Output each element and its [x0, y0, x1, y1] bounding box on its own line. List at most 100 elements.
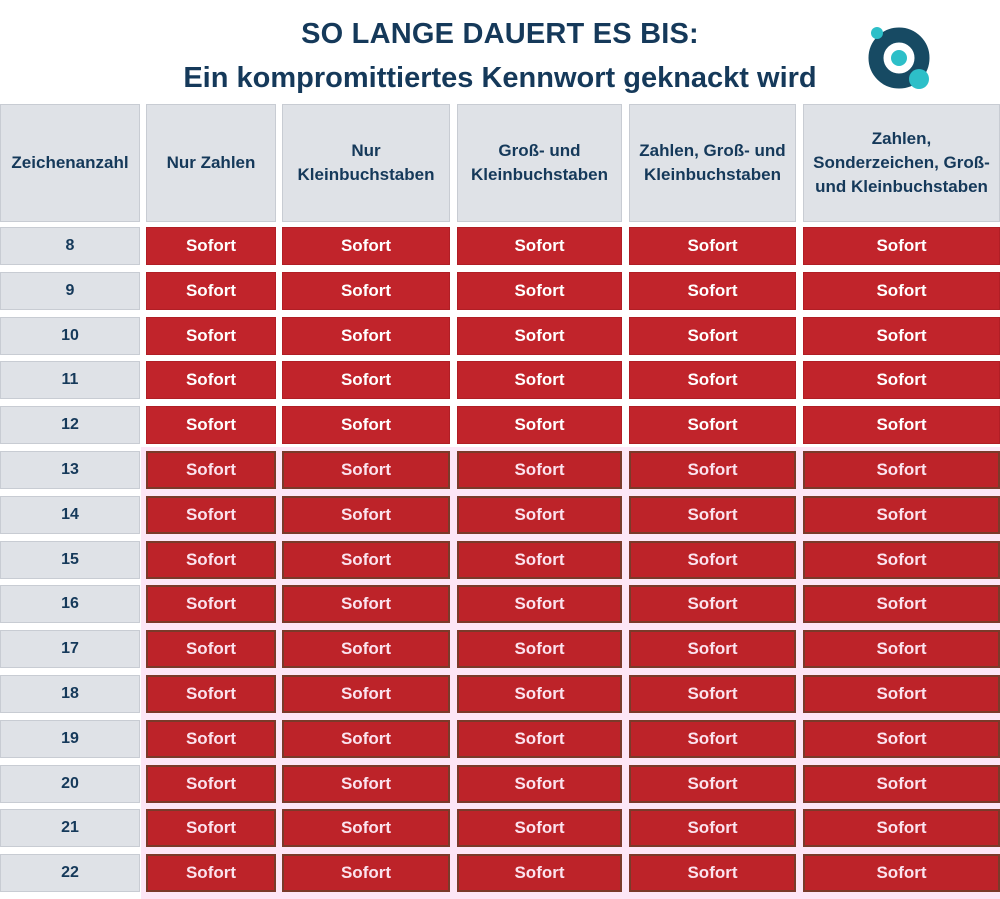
crack-time-cell: Sofort — [803, 585, 1000, 623]
crack-time-cell: Sofort — [282, 675, 450, 713]
header-nur-kleinbuchstaben: Nur Kleinbuchstaben — [282, 104, 450, 222]
crack-time-cell: Sofort — [803, 361, 1000, 399]
crack-time-cell: Sofort — [457, 272, 622, 310]
crack-time-cell: Sofort — [803, 317, 1000, 355]
crack-time-cell: Sofort — [457, 854, 622, 892]
row-label-char-count: 20 — [0, 765, 140, 803]
crack-time-cell: Sofort — [629, 585, 796, 623]
row-label-char-count: 10 — [0, 317, 140, 355]
row-label-char-count: 12 — [0, 406, 140, 444]
crack-time-cell: Sofort — [457, 675, 622, 713]
crack-time-cell: Sofort — [146, 361, 276, 399]
crack-time-cell: Sofort — [282, 496, 450, 534]
crack-time-cell: Sofort — [146, 496, 276, 534]
crack-time-cell: Sofort — [803, 675, 1000, 713]
header-nur-zahlen: Nur Zahlen — [146, 104, 276, 222]
crack-time-cell: Sofort — [457, 227, 622, 265]
crack-time-cell: Sofort — [282, 585, 450, 623]
crack-time-cell: Sofort — [282, 451, 450, 489]
crack-time-cell: Sofort — [629, 317, 796, 355]
circle-ring-logo-icon — [868, 27, 930, 89]
crack-time-cell: Sofort — [629, 496, 796, 534]
crack-time-cell: Sofort — [146, 406, 276, 444]
crack-time-cell: Sofort — [457, 406, 622, 444]
crack-time-cell: Sofort — [146, 630, 276, 668]
crack-time-cell: Sofort — [803, 541, 1000, 579]
crack-time-cell: Sofort — [629, 451, 796, 489]
crack-time-cell: Sofort — [146, 317, 276, 355]
crack-time-cell: Sofort — [803, 630, 1000, 668]
crack-time-cell: Sofort — [803, 765, 1000, 803]
crack-time-cell: Sofort — [803, 809, 1000, 847]
crack-time-cell: Sofort — [282, 541, 450, 579]
crack-time-cell: Sofort — [282, 406, 450, 444]
crack-time-cell: Sofort — [282, 809, 450, 847]
chart-title: SO LANGE DAUERT ES BIS: Ein kompromittie… — [0, 12, 1000, 100]
row-label-char-count: 17 — [0, 630, 140, 668]
crack-time-cell: Sofort — [457, 720, 622, 758]
crack-time-cell: Sofort — [457, 585, 622, 623]
crack-time-cell: Sofort — [146, 720, 276, 758]
crack-time-cell: Sofort — [282, 361, 450, 399]
row-label-char-count: 19 — [0, 720, 140, 758]
crack-time-cell: Sofort — [146, 765, 276, 803]
header-zahlen-sonder-gross-klein: Zahlen, Sonderzeichen, Groß- und Kleinbu… — [803, 104, 1000, 222]
title-line-1: SO LANGE DAUERT ES BIS: — [301, 18, 699, 50]
header-zeichenanzahl: Zeichenanzahl — [0, 104, 140, 222]
crack-time-cell: Sofort — [146, 272, 276, 310]
row-label-char-count: 21 — [0, 809, 140, 847]
crack-time-cell: Sofort — [146, 675, 276, 713]
crack-time-cell: Sofort — [803, 854, 1000, 892]
crack-time-cell: Sofort — [629, 675, 796, 713]
row-label-char-count: 11 — [0, 361, 140, 399]
crack-time-cell: Sofort — [629, 720, 796, 758]
crack-time-cell: Sofort — [629, 765, 796, 803]
crack-time-cell: Sofort — [629, 361, 796, 399]
crack-time-cell: Sofort — [282, 765, 450, 803]
crack-time-cell: Sofort — [146, 809, 276, 847]
crack-time-cell: Sofort — [146, 227, 276, 265]
crack-time-cell: Sofort — [457, 451, 622, 489]
crack-time-cell: Sofort — [457, 317, 622, 355]
crack-time-cell: Sofort — [146, 451, 276, 489]
row-label-char-count: 13 — [0, 451, 140, 489]
crack-time-cell: Sofort — [803, 451, 1000, 489]
title-line-2: Ein kompromittiertes Kennwort geknackt w… — [183, 62, 817, 94]
crack-time-cell: Sofort — [629, 809, 796, 847]
crack-time-cell: Sofort — [803, 406, 1000, 444]
crack-time-cell: Sofort — [457, 809, 622, 847]
row-label-char-count: 9 — [0, 272, 140, 310]
crack-time-cell: Sofort — [146, 541, 276, 579]
crack-time-cell: Sofort — [282, 227, 450, 265]
crack-time-cell: Sofort — [282, 854, 450, 892]
row-label-char-count: 8 — [0, 227, 140, 265]
crack-time-cell: Sofort — [457, 765, 622, 803]
crack-time-cell: Sofort — [146, 854, 276, 892]
crack-time-cell: Sofort — [629, 541, 796, 579]
crack-time-cell: Sofort — [803, 720, 1000, 758]
crack-time-cell: Sofort — [803, 227, 1000, 265]
row-label-char-count: 18 — [0, 675, 140, 713]
header-zahlen-gross-klein: Zahlen, Groß- und Kleinbuchstaben — [629, 104, 796, 222]
crack-time-cell: Sofort — [629, 854, 796, 892]
header-gross-klein: Groß- und Kleinbuchstaben — [457, 104, 622, 222]
row-label-char-count: 22 — [0, 854, 140, 892]
crack-time-cell: Sofort — [282, 317, 450, 355]
row-label-char-count: 15 — [0, 541, 140, 579]
row-label-char-count: 14 — [0, 496, 140, 534]
crack-time-cell: Sofort — [803, 272, 1000, 310]
crack-time-cell: Sofort — [146, 585, 276, 623]
crack-time-cell: Sofort — [457, 496, 622, 534]
crack-time-cell: Sofort — [629, 227, 796, 265]
row-label-char-count: 16 — [0, 585, 140, 623]
crack-time-cell: Sofort — [457, 361, 622, 399]
crack-time-cell: Sofort — [282, 630, 450, 668]
crack-time-cell: Sofort — [629, 272, 796, 310]
crack-time-cell: Sofort — [457, 630, 622, 668]
crack-time-cell: Sofort — [629, 406, 796, 444]
crack-time-cell: Sofort — [282, 720, 450, 758]
crack-time-cell: Sofort — [282, 272, 450, 310]
crack-time-cell: Sofort — [629, 630, 796, 668]
crack-time-cell: Sofort — [803, 496, 1000, 534]
crack-time-cell: Sofort — [457, 541, 622, 579]
